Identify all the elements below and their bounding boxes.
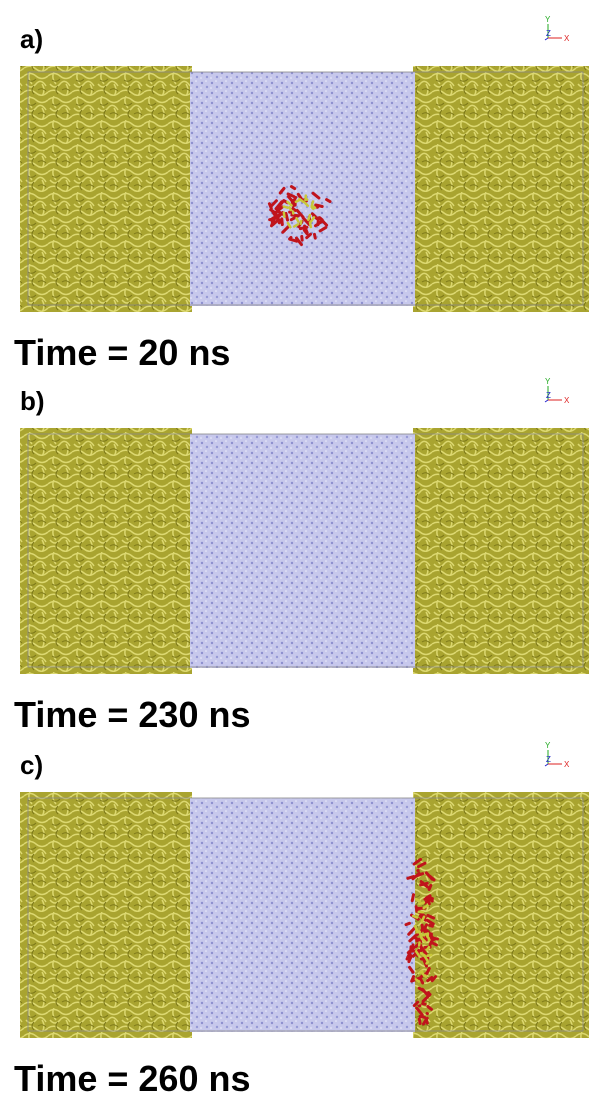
polymer-strand xyxy=(421,980,423,983)
polymer-strand xyxy=(327,200,330,202)
axis-z-label: Z xyxy=(546,391,551,400)
polymer-strand xyxy=(420,1016,424,1017)
core-strand xyxy=(419,903,424,904)
panel: a) Time = 20 ns Y X Z xyxy=(14,15,589,373)
panel-label: a) xyxy=(20,24,43,54)
core-strand xyxy=(284,207,288,208)
axis-x-label: X xyxy=(564,34,570,43)
core-strand xyxy=(428,955,432,956)
axis-x-label: X xyxy=(564,760,570,769)
polymer-strand xyxy=(417,874,423,876)
axis-y-label: Y xyxy=(545,741,551,750)
time-label: Time = 20 ns xyxy=(14,332,230,373)
page: {"panels":[ {"label":"a)","time":"Time =… xyxy=(0,0,597,1094)
panel: c) Time = 260 ns Y X Z xyxy=(14,741,589,1094)
figure: a) Time = 20 ns Y X Zb) Time = 230 ns Y X Zc) Tim… xyxy=(0,0,597,1094)
core-strand xyxy=(301,221,302,224)
polymer-strand xyxy=(270,218,275,219)
polymer-strand xyxy=(429,885,431,889)
polymer-strand xyxy=(286,213,288,220)
core-strand xyxy=(413,916,417,918)
axis-z xyxy=(545,400,548,402)
core-strand xyxy=(416,899,420,901)
water-slab xyxy=(190,434,415,668)
polymer-strand xyxy=(282,219,283,225)
polymer-strand xyxy=(426,1019,427,1023)
polymer-strand xyxy=(419,1019,420,1024)
core-strand xyxy=(312,207,314,209)
core-strand xyxy=(297,218,299,221)
polymer-strand xyxy=(316,205,323,207)
core-strand xyxy=(427,947,429,950)
oil-slab-right xyxy=(413,792,589,1038)
panel-label: b) xyxy=(20,386,45,416)
core-strand xyxy=(296,200,299,201)
polymer-strand xyxy=(433,943,437,945)
water-slab xyxy=(190,798,415,1032)
polymer-strand xyxy=(269,204,271,209)
axis-y-label: Y xyxy=(545,15,551,24)
polymer-strand xyxy=(423,1004,425,1005)
oil-slab-right xyxy=(413,428,589,674)
polymer-strand xyxy=(412,977,414,982)
core-strand xyxy=(426,934,427,937)
polymer-strand xyxy=(291,187,294,189)
polymer-strand xyxy=(428,993,429,994)
core-strand xyxy=(420,971,422,972)
polymer-strand xyxy=(408,877,414,879)
core-strand xyxy=(422,934,425,935)
core-strand xyxy=(428,937,429,939)
axis-x-label: X xyxy=(564,396,570,405)
core-strand xyxy=(417,932,419,933)
axis-z-label: Z xyxy=(546,755,551,764)
axis-y-label: Y xyxy=(545,377,551,386)
polymer-strand xyxy=(314,234,315,238)
axis-z xyxy=(545,38,548,40)
core-strand xyxy=(289,207,291,210)
oil-slab-left xyxy=(20,792,192,1038)
polymer-strand xyxy=(406,923,409,924)
oil-slab-left xyxy=(20,428,192,674)
polymer-strand xyxy=(431,938,437,939)
polymer-strand xyxy=(409,956,411,962)
axis-z xyxy=(545,764,548,766)
core-strand xyxy=(426,962,427,963)
oil-slab-right xyxy=(413,66,589,312)
core-strand xyxy=(425,976,426,977)
axis-z-label: Z xyxy=(546,29,551,38)
time-label: Time = 230 ns xyxy=(14,694,250,735)
water-slab xyxy=(190,72,415,306)
core-strand xyxy=(284,213,285,217)
oil-slab-left xyxy=(20,66,192,312)
core-strand xyxy=(310,222,311,227)
polymer-strand xyxy=(412,895,413,901)
polymer-strand xyxy=(290,237,291,238)
core-strand xyxy=(308,215,310,220)
polymer-strand xyxy=(430,925,433,926)
polymer-strand xyxy=(293,208,295,210)
time-label: Time = 260 ns xyxy=(14,1058,250,1094)
panel-label: c) xyxy=(20,750,43,780)
